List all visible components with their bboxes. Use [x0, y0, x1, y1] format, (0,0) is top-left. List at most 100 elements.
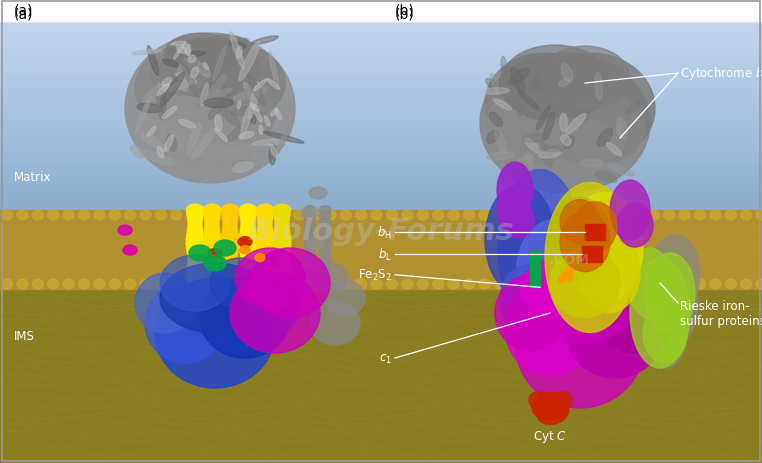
Ellipse shape — [508, 69, 530, 85]
Ellipse shape — [525, 211, 536, 220]
Ellipse shape — [258, 217, 272, 229]
Ellipse shape — [495, 275, 565, 351]
Ellipse shape — [304, 229, 316, 238]
Ellipse shape — [203, 230, 220, 242]
Ellipse shape — [160, 256, 230, 311]
Ellipse shape — [203, 242, 221, 254]
Ellipse shape — [559, 277, 565, 283]
Ellipse shape — [175, 74, 197, 85]
Ellipse shape — [304, 285, 316, 294]
Bar — [530, 252, 540, 288]
Ellipse shape — [135, 97, 151, 135]
Ellipse shape — [165, 81, 193, 92]
Ellipse shape — [203, 63, 209, 70]
Ellipse shape — [525, 54, 655, 163]
Ellipse shape — [252, 139, 291, 146]
Ellipse shape — [78, 280, 90, 289]
Ellipse shape — [617, 211, 629, 220]
Ellipse shape — [301, 257, 319, 269]
Ellipse shape — [489, 113, 502, 127]
Ellipse shape — [188, 221, 202, 233]
Ellipse shape — [255, 254, 265, 262]
Ellipse shape — [539, 147, 564, 152]
Ellipse shape — [319, 212, 331, 221]
Ellipse shape — [241, 106, 251, 139]
Ellipse shape — [190, 68, 198, 78]
Ellipse shape — [402, 211, 413, 220]
Ellipse shape — [187, 225, 203, 238]
Ellipse shape — [187, 205, 203, 217]
Ellipse shape — [239, 279, 257, 291]
Ellipse shape — [204, 246, 220, 258]
Ellipse shape — [232, 280, 244, 289]
Ellipse shape — [555, 280, 567, 289]
Ellipse shape — [32, 211, 43, 220]
Ellipse shape — [515, 278, 645, 408]
Ellipse shape — [319, 251, 331, 260]
Ellipse shape — [167, 135, 177, 152]
Ellipse shape — [301, 207, 319, 219]
Ellipse shape — [495, 129, 507, 154]
Ellipse shape — [239, 275, 257, 287]
Ellipse shape — [217, 280, 228, 289]
Ellipse shape — [241, 250, 255, 262]
Ellipse shape — [202, 280, 213, 289]
Ellipse shape — [543, 113, 555, 141]
Ellipse shape — [147, 47, 158, 76]
Ellipse shape — [256, 279, 274, 291]
Ellipse shape — [217, 54, 273, 94]
Ellipse shape — [517, 220, 593, 320]
Ellipse shape — [203, 205, 221, 217]
Ellipse shape — [223, 250, 238, 262]
Ellipse shape — [519, 92, 539, 111]
Ellipse shape — [325, 280, 336, 289]
Ellipse shape — [130, 146, 144, 158]
Ellipse shape — [118, 225, 132, 236]
Ellipse shape — [208, 249, 222, 259]
Ellipse shape — [572, 211, 582, 220]
Ellipse shape — [418, 280, 428, 289]
Ellipse shape — [555, 211, 567, 220]
Ellipse shape — [237, 47, 242, 59]
Ellipse shape — [203, 238, 221, 250]
Ellipse shape — [223, 221, 237, 233]
Ellipse shape — [480, 54, 650, 194]
Ellipse shape — [140, 79, 230, 149]
Ellipse shape — [248, 106, 256, 125]
Ellipse shape — [219, 106, 239, 127]
Ellipse shape — [156, 83, 166, 117]
Ellipse shape — [215, 130, 228, 142]
Ellipse shape — [239, 205, 257, 217]
Ellipse shape — [544, 392, 572, 414]
Ellipse shape — [205, 213, 219, 225]
Ellipse shape — [178, 53, 207, 75]
Ellipse shape — [725, 280, 736, 289]
Ellipse shape — [448, 211, 459, 220]
Ellipse shape — [274, 205, 290, 217]
Ellipse shape — [325, 211, 336, 220]
Ellipse shape — [163, 60, 178, 68]
Ellipse shape — [304, 274, 316, 282]
Ellipse shape — [171, 211, 182, 220]
Ellipse shape — [109, 211, 120, 220]
Ellipse shape — [566, 268, 574, 274]
Ellipse shape — [274, 213, 290, 225]
Ellipse shape — [78, 211, 90, 220]
Ellipse shape — [256, 275, 274, 287]
Ellipse shape — [251, 104, 259, 112]
Ellipse shape — [203, 99, 233, 108]
Ellipse shape — [240, 283, 256, 295]
Ellipse shape — [243, 83, 255, 100]
Ellipse shape — [273, 234, 291, 246]
Ellipse shape — [448, 280, 459, 289]
Ellipse shape — [197, 64, 210, 77]
Ellipse shape — [203, 271, 221, 283]
Ellipse shape — [648, 280, 659, 289]
Ellipse shape — [319, 268, 331, 277]
Ellipse shape — [495, 280, 505, 289]
Ellipse shape — [304, 234, 316, 243]
Text: Matrix: Matrix — [14, 171, 52, 184]
Ellipse shape — [279, 211, 290, 220]
Ellipse shape — [17, 211, 28, 220]
Ellipse shape — [196, 89, 232, 104]
